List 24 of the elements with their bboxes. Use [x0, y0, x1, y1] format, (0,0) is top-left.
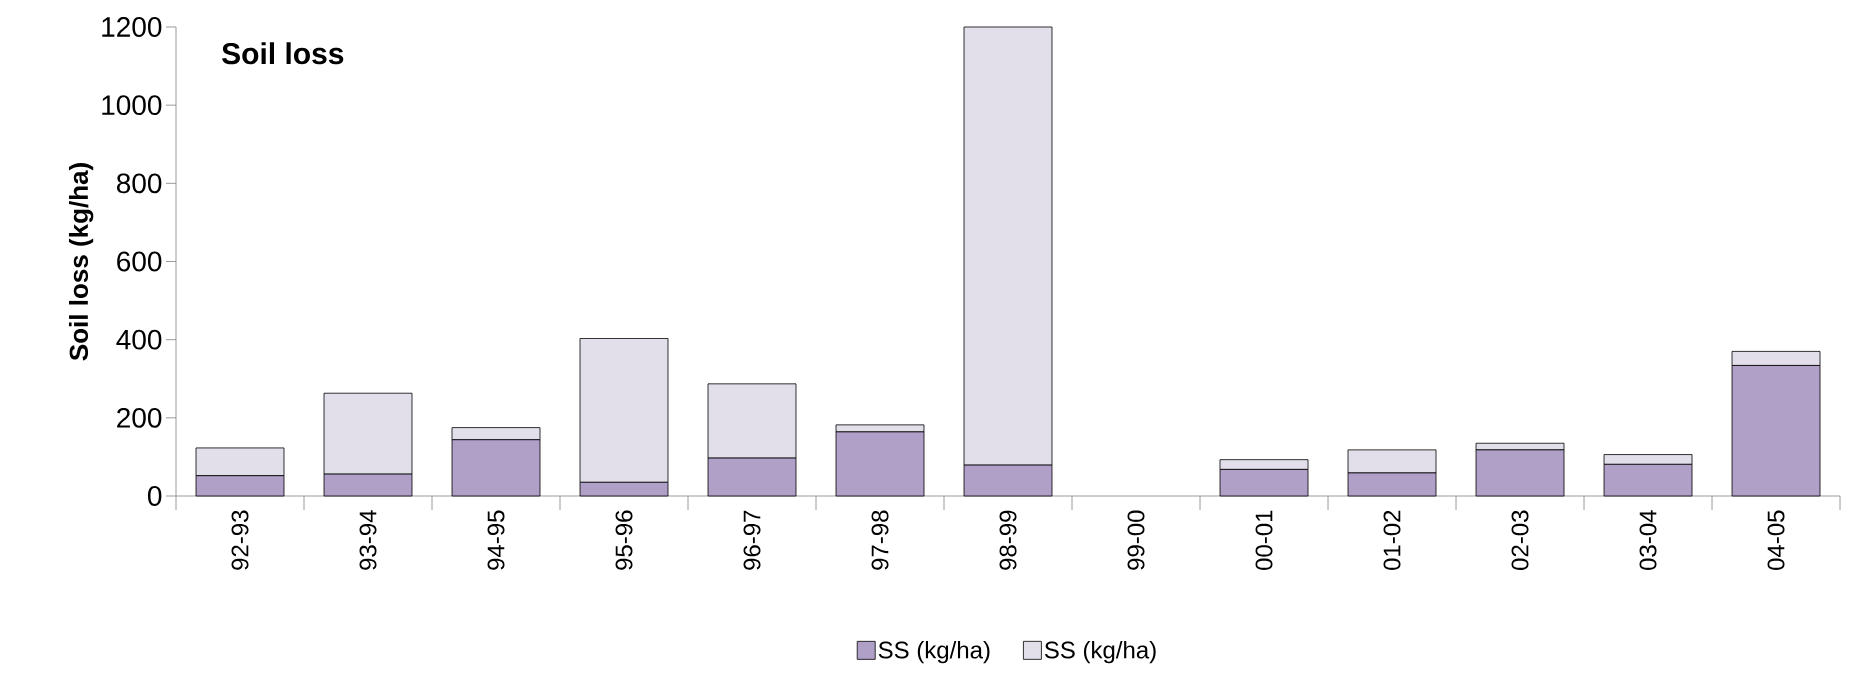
x-tick-label: 03-04 — [1639, 510, 1657, 570]
x-tick-label: 98-99 — [999, 510, 1017, 570]
x-tick-label: 96-97 — [743, 510, 761, 570]
x-tick-label: 93-94 — [359, 510, 377, 570]
legend-label: SS (kg/ha) — [1044, 640, 1156, 664]
chart-title: Soil loss — [221, 42, 344, 65]
x-tick-label: 04-05 — [1767, 510, 1785, 570]
y-tick-label: 400 — [116, 329, 162, 350]
x-tick-label: 99-00 — [1127, 510, 1145, 570]
x-tick-label: 02-03 — [1511, 510, 1529, 570]
x-tick-label: 00-01 — [1255, 510, 1273, 570]
x-tick-label: 94-95 — [487, 510, 505, 570]
x-tick-label: 95-96 — [615, 510, 633, 570]
y-tick-label: 200 — [117, 407, 162, 428]
legend-label: SS (kg/ha) — [878, 640, 990, 664]
y-tick-label: 0 — [147, 486, 162, 506]
x-tick-label: 92-93 — [231, 510, 249, 570]
y-tick-label: 600 — [117, 251, 162, 272]
y-axis-title: Soil loss (kg/ha) — [68, 163, 94, 361]
y-tick-label: 1000 — [102, 95, 162, 116]
x-tick-label: 97-98 — [871, 510, 889, 570]
y-tick-label: 1200 — [102, 17, 162, 37]
x-tick-label: 01-02 — [1383, 510, 1401, 570]
y-tick-label: 800 — [116, 173, 162, 194]
